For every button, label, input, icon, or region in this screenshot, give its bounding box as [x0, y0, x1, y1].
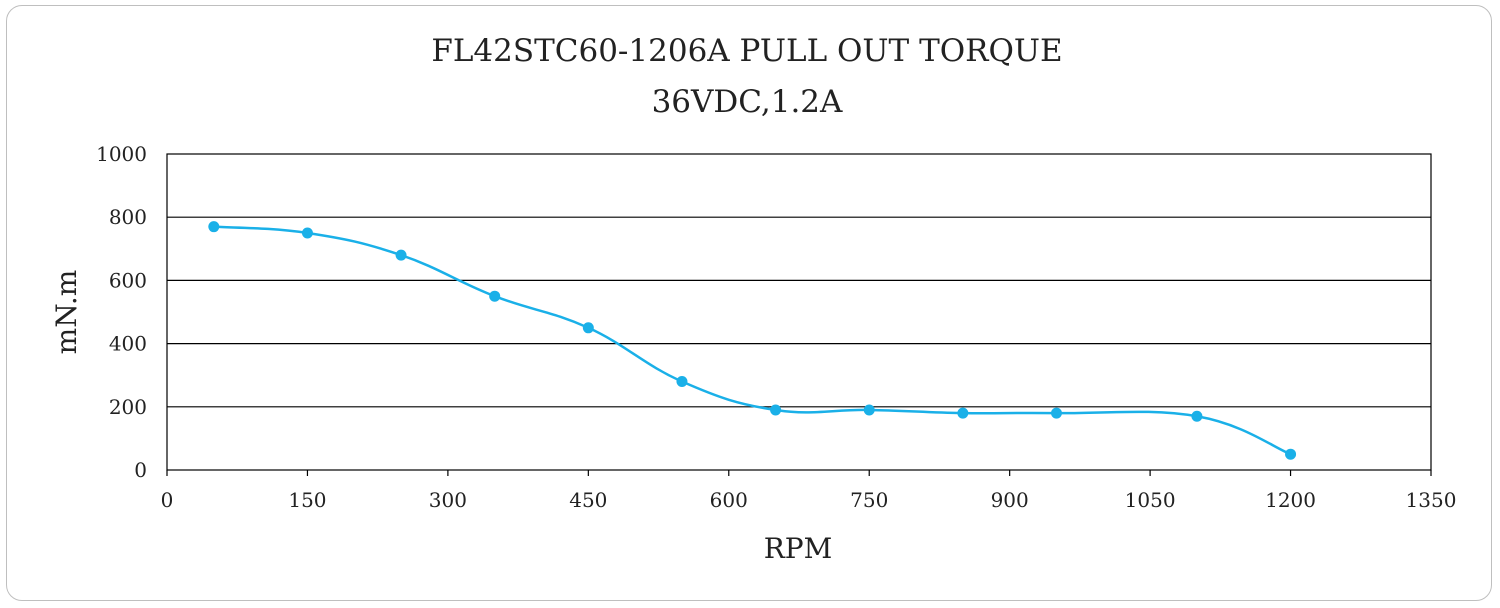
series-group: [208, 221, 1297, 460]
x-tick-label: 1050: [1125, 488, 1176, 512]
y-tick-label: 1000: [96, 142, 147, 166]
data-point: [863, 404, 875, 416]
x-tick-label: 300: [429, 488, 467, 512]
x-tick-label: 1350: [1406, 488, 1457, 512]
x-tick-label: 450: [569, 488, 607, 512]
x-axis-ticks: 0 150 300 450 600 750 900 1050 1200 1350: [161, 470, 1457, 512]
x-tick-label: 750: [850, 488, 888, 512]
data-point: [957, 407, 969, 419]
data-point: [489, 290, 501, 302]
y-tick-label: 0: [134, 458, 147, 482]
data-point: [676, 376, 688, 388]
plot-area: [166, 153, 1432, 471]
x-tick-label: 150: [288, 488, 326, 512]
chart-title: FL42STC60-1206A PULL OUT TORQUE: [431, 33, 1062, 69]
x-tick-label: 1200: [1265, 488, 1316, 512]
data-point: [1285, 448, 1297, 460]
y-axis-ticks: 0 200 400 600 800 1000: [96, 142, 147, 482]
data-point: [1191, 410, 1203, 422]
y-tick-label: 600: [109, 268, 147, 292]
chart-subtitle: 36VDC,1.2A: [652, 84, 843, 120]
data-point: [208, 221, 220, 233]
x-tick-label: 0: [161, 488, 174, 512]
x-axis-label: RPM: [764, 532, 833, 565]
y-tick-label: 800: [109, 205, 147, 229]
gridlines: [167, 216, 1431, 408]
data-point: [770, 404, 782, 416]
data-point: [301, 227, 313, 239]
data-point: [1050, 407, 1062, 419]
torque-series-line: [213, 225, 1292, 456]
y-tick-label: 200: [109, 395, 147, 419]
y-axis-label: mN.m: [50, 270, 83, 355]
x-tick-label: 600: [710, 488, 748, 512]
chart-frame: [6, 5, 1492, 601]
data-point: [395, 249, 407, 261]
data-point: [582, 322, 594, 334]
y-tick-label: 400: [109, 332, 147, 356]
x-tick-label: 900: [991, 488, 1029, 512]
